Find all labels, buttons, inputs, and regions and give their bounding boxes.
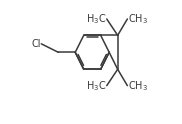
Text: H$_3$C: H$_3$C bbox=[86, 12, 106, 26]
Text: H$_3$C: H$_3$C bbox=[86, 79, 106, 93]
Text: CH$_3$: CH$_3$ bbox=[128, 79, 148, 93]
Text: CH$_3$: CH$_3$ bbox=[128, 12, 148, 26]
Text: Cl: Cl bbox=[31, 39, 41, 49]
